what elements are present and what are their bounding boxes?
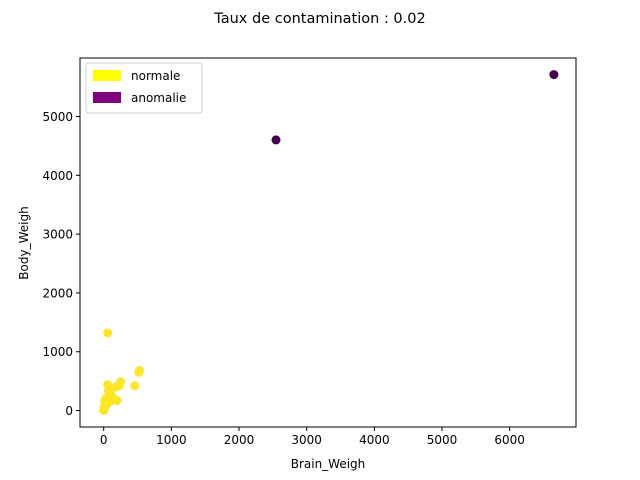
y-tick-label-4000: 4000	[42, 169, 73, 183]
point-normale-20	[116, 377, 126, 387]
point-normale-17	[103, 380, 113, 390]
x-tick-label-6000: 6000	[494, 433, 525, 447]
chart-title: Taux de contamination : 0.02	[213, 11, 425, 27]
point-normale-21	[130, 381, 140, 391]
point-normale-14	[112, 396, 122, 405]
y-axis: 0 1000 2000 3000 4000 5000	[42, 110, 80, 418]
legend-label-normale: normale	[131, 69, 180, 83]
x-tick-label-1000: 1000	[156, 433, 187, 447]
x-axis-label: Brain_Weigh	[291, 457, 366, 471]
point-normale-23	[135, 366, 144, 375]
plot-area-frame	[79, 57, 577, 428]
x-axis: 0 1000 2000 3000 4000 5000 6000	[100, 427, 525, 447]
y-tick-label-1000: 1000	[42, 345, 73, 359]
x-tick-label-4000: 4000	[359, 433, 390, 447]
scatter-points	[99, 70, 559, 415]
legend-swatch-anomalie	[93, 92, 121, 103]
y-tick-label-0: 0	[65, 404, 73, 418]
legend-label-anomalie: anomalie	[131, 91, 186, 105]
legend: normale anomalie	[85, 62, 203, 114]
point-anomalie-0	[271, 135, 281, 145]
x-tick-label-5000: 5000	[427, 433, 458, 447]
x-tick-label-3000: 3000	[291, 433, 322, 447]
y-tick-label-2000: 2000	[42, 286, 73, 300]
x-tick-label-2000: 2000	[224, 433, 255, 447]
y-tick-label-3000: 3000	[42, 228, 73, 242]
y-tick-label-5000: 5000	[42, 110, 73, 124]
y-axis-label: Body_Weigh	[17, 206, 31, 279]
x-tick-label-0: 0	[100, 433, 108, 447]
point-normale-24	[103, 328, 113, 338]
legend-swatch-normale	[93, 70, 121, 81]
point-anomalie-1	[549, 70, 559, 80]
